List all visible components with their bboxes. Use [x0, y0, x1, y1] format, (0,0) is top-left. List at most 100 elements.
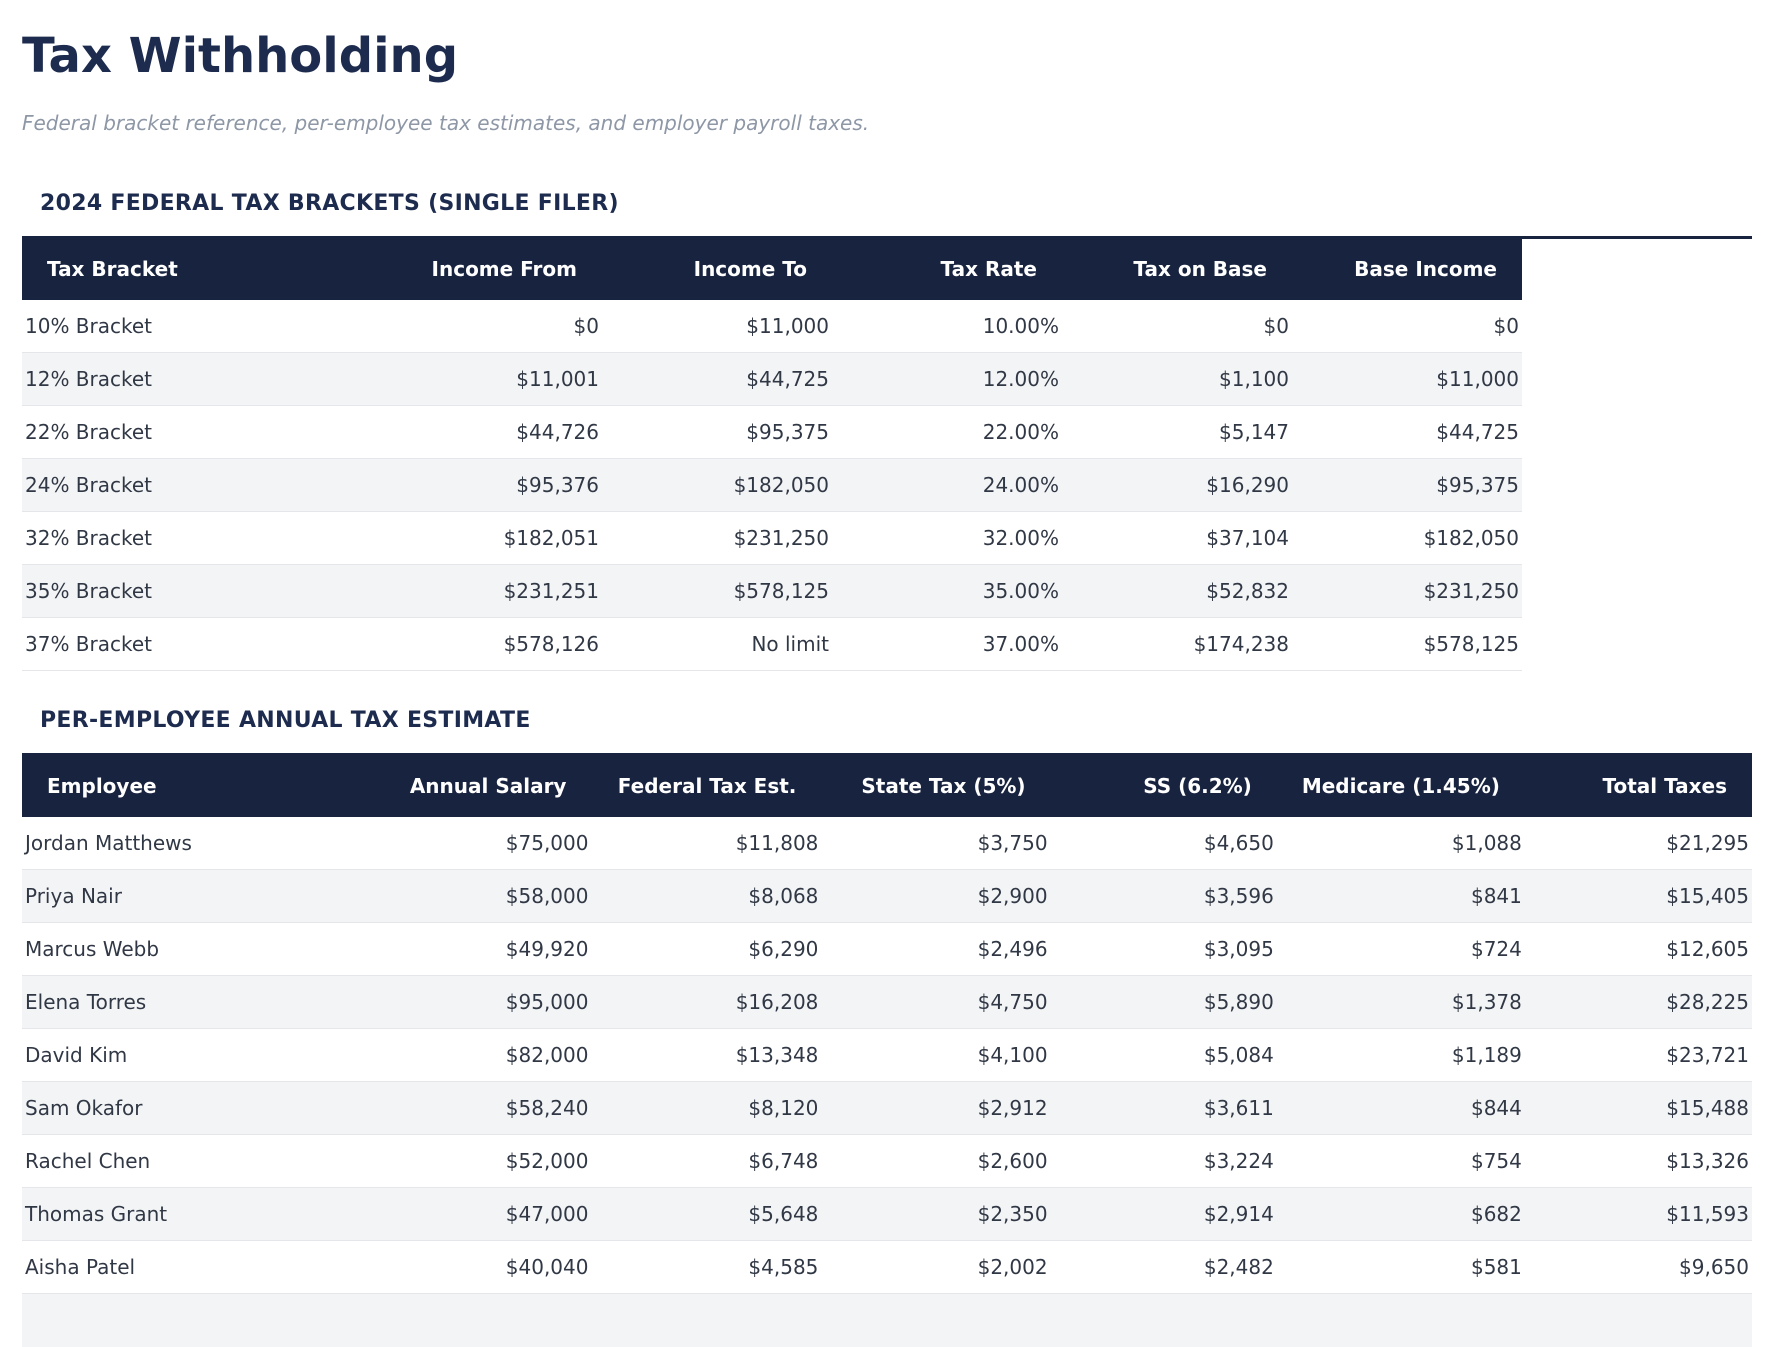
cell: 35% Bracket: [22, 564, 372, 618]
cell: $2,914: [1050, 1187, 1277, 1241]
cell: $5,648: [591, 1187, 822, 1241]
column-header: Medicare (1.45%): [1276, 755, 1525, 817]
cell: $3,224: [1050, 1134, 1277, 1188]
cell: $182,050: [602, 458, 832, 512]
cell: 12.00%: [832, 352, 1062, 406]
column-header: Income From: [372, 238, 602, 300]
table-row: 37% Bracket $578,126 No limit 37.00% $174,23…: [22, 617, 1522, 671]
cell: $95,000: [362, 975, 592, 1029]
cell: $231,250: [602, 511, 832, 565]
column-header: Income To: [602, 238, 832, 300]
cell: $49,920: [362, 922, 592, 976]
cell: Marcus Webb: [22, 922, 363, 976]
cell: $44,726: [372, 405, 602, 459]
page-title: Tax Withholding: [22, 28, 459, 84]
cell: 12% Bracket: [22, 352, 372, 406]
cell: $5,890: [1050, 975, 1277, 1029]
column-header: Federal Tax Est.: [591, 755, 822, 817]
cell: $23,721: [1524, 1028, 1752, 1082]
cell: $578,126: [372, 617, 602, 671]
table-row: 32% Bracket $182,051 $231,250 32.00% $37,104…: [22, 511, 1522, 565]
cell: $4,650: [1050, 816, 1277, 870]
table-row: Marcus Webb $49,920 $6,290 $2,496 $3,095 $724…: [22, 922, 1752, 976]
cell: $231,251: [372, 564, 602, 618]
per-employee-section: PER-EMPLOYEE ANNUAL TAX ESTIMATE Employe…: [22, 708, 1752, 1347]
cell: $37,104: [1062, 511, 1292, 565]
cell: 10% Bracket: [22, 299, 372, 353]
cell: $4,585: [591, 1240, 822, 1294]
cell: $44,725: [602, 352, 832, 406]
column-header: SS (6.2%): [1050, 755, 1277, 817]
cell: $174,238: [1062, 617, 1292, 671]
cell: Priya Nair: [22, 869, 363, 923]
cell: $21,295: [1524, 816, 1752, 870]
cell: David Kim: [22, 1028, 363, 1082]
table-row: Aisha Patel $40,040 $4,585 $2,002 $2,482 $581…: [22, 1240, 1752, 1294]
cell: $2,600: [821, 1134, 1051, 1188]
cell: 37% Bracket: [22, 617, 372, 671]
cell: $16,208: [591, 975, 822, 1029]
table-row: 12% Bracket $11,001 $44,725 12.00% $1,100 $11…: [22, 352, 1522, 406]
cell: 24% Bracket: [22, 458, 372, 512]
federal-brackets-table: Tax Bracket Income From Income To Tax Rate T…: [22, 238, 1522, 671]
cell: $13,326: [1524, 1134, 1752, 1188]
cell: Aisha Patel: [22, 1240, 363, 1294]
cell: $0: [372, 299, 602, 353]
cell: $52,000: [362, 1134, 592, 1188]
column-header: Base Income: [1292, 238, 1522, 300]
table-row: 24% Bracket $95,376 $182,050 24.00% $16,290 $…: [22, 458, 1522, 512]
cell: 10.00%: [832, 299, 1062, 353]
federal-brackets-section-title: 2024 FEDERAL TAX BRACKETS (SINGLE FILER): [40, 190, 619, 216]
cell: $3,596: [1050, 869, 1277, 923]
cell: 22.00%: [832, 405, 1062, 459]
cell: $6,290: [591, 922, 822, 976]
cell: $182,050: [1292, 511, 1522, 565]
cell: $58,240: [362, 1081, 592, 1135]
header-row: Tax Bracket Income From Income To Tax Rate T…: [22, 238, 1522, 300]
table-row: 35% Bracket $231,251 $578,125 35.00% $52,832…: [22, 564, 1522, 618]
cell: $2,900: [821, 869, 1051, 923]
cell: $95,375: [602, 405, 832, 459]
cell: $5,147: [1062, 405, 1292, 459]
cell: $52,832: [1062, 564, 1292, 618]
cell: Elena Torres: [22, 975, 363, 1029]
cell: 22% Bracket: [22, 405, 372, 459]
cell: $95,376: [372, 458, 602, 512]
cell: $44,725: [1292, 405, 1522, 459]
cell: $82,000: [362, 1028, 592, 1082]
cell: $8,068: [591, 869, 822, 923]
cell: $578,125: [602, 564, 832, 618]
cell: $12,605: [1524, 922, 1752, 976]
federal-brackets-section: 2024 FEDERAL TAX BRACKETS (SINGLE FILER)…: [22, 191, 1752, 671]
cell: $47,000: [362, 1187, 592, 1241]
column-header: State Tax (5%): [821, 755, 1051, 817]
column-header: Employee: [22, 755, 363, 817]
cell: Rachel Chen: [22, 1134, 363, 1188]
cell: $578,125: [1292, 617, 1522, 671]
cell: $40,040: [362, 1240, 592, 1294]
cell: $11,001: [372, 352, 602, 406]
cell: $3,750: [821, 816, 1051, 870]
cell: Thomas Grant: [22, 1187, 363, 1241]
cell: 37.00%: [832, 617, 1062, 671]
column-header: Total Taxes: [1524, 755, 1752, 817]
cell: 32.00%: [832, 511, 1062, 565]
cell: $5,084: [1050, 1028, 1277, 1082]
cell: $8,120: [591, 1081, 822, 1135]
cell: $581: [1276, 1240, 1525, 1294]
clipped-next-row: [22, 1293, 1752, 1347]
cell: $2,002: [821, 1240, 1051, 1294]
cell: $16,290: [1062, 458, 1292, 512]
table-row: 22% Bracket $44,726 $95,375 22.00% $5,147 $44…: [22, 405, 1522, 459]
cell: $1,100: [1062, 352, 1292, 406]
cell: $11,000: [602, 299, 832, 353]
cell: 24.00%: [832, 458, 1062, 512]
cell: $2,912: [821, 1081, 1051, 1135]
page-subtitle: Federal bracket reference, per-employee …: [22, 110, 870, 135]
cell: $58,000: [362, 869, 592, 923]
cell: $0: [1062, 299, 1292, 353]
cell: 32% Bracket: [22, 511, 372, 565]
per-employee-table-wrap: Employee Annual Salary Federal Tax Est. Sta…: [22, 752, 1752, 1347]
cell: $75,000: [362, 816, 592, 870]
